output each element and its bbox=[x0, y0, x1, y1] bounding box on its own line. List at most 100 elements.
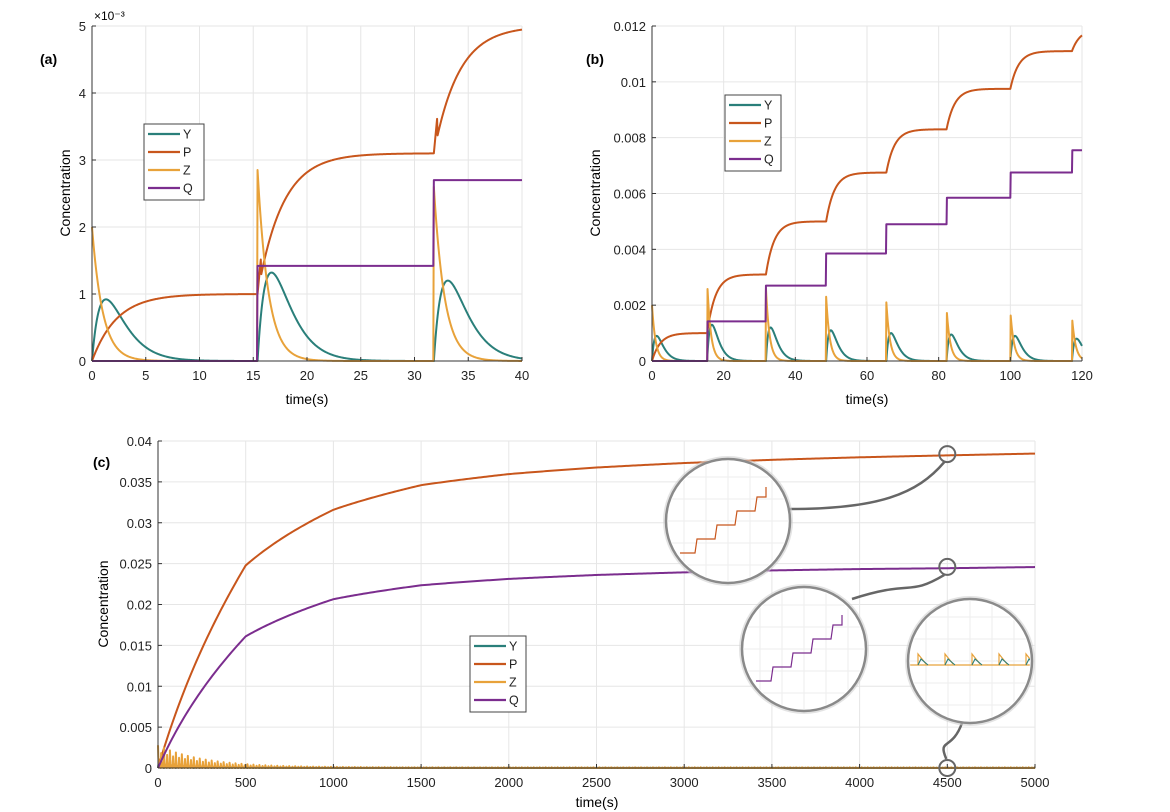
x-tick-label: 2000 bbox=[494, 775, 523, 790]
x-tick-label: 0 bbox=[88, 368, 95, 383]
x-tick-label: 0 bbox=[648, 368, 655, 383]
zoom-lens-content bbox=[910, 601, 1030, 721]
legend-label-Y: Y bbox=[183, 128, 192, 142]
legend-label-Q: Q bbox=[509, 694, 519, 708]
y-tick-label: 1 bbox=[79, 287, 86, 302]
y-tick-label: 0.005 bbox=[119, 720, 152, 735]
panel-c-xlabel: time(s) bbox=[576, 794, 619, 810]
y-tick-label: 0.025 bbox=[119, 557, 152, 572]
x-tick-label: 25 bbox=[354, 368, 368, 383]
x-tick-label: 1000 bbox=[319, 775, 348, 790]
series-line-P bbox=[91, 28, 523, 362]
panel-b-grid bbox=[651, 25, 1083, 362]
y-tick-label: 0.03 bbox=[127, 516, 152, 531]
panel-a-xlabel: time(s) bbox=[286, 391, 329, 407]
zoom-target-ring bbox=[938, 759, 957, 777]
lens-spike-z bbox=[1025, 652, 1030, 665]
x-tick-label: 4500 bbox=[933, 775, 962, 790]
x-tick-label: 15 bbox=[246, 368, 260, 383]
x-tick-label: 2500 bbox=[582, 775, 611, 790]
y-tick-label: 2 bbox=[79, 220, 86, 235]
series-line-P bbox=[651, 34, 1083, 362]
zoom-connector bbox=[789, 461, 946, 511]
zoom-lens-content bbox=[668, 461, 788, 581]
series-line-P bbox=[157, 452, 1036, 769]
zoom-target-ring bbox=[938, 445, 957, 464]
panel-b-xlabel: time(s) bbox=[846, 391, 889, 407]
x-tick-label: 5000 bbox=[1021, 775, 1050, 790]
x-tick-label: 40 bbox=[788, 368, 802, 383]
y-tick-label: 4 bbox=[79, 86, 86, 101]
zoom-connector bbox=[851, 573, 945, 601]
legend-label-Y: Y bbox=[509, 640, 518, 654]
y-tick-label: 0.01 bbox=[621, 75, 646, 90]
panel-a-ylabel: Concentration bbox=[57, 149, 73, 236]
panel-c-ylabel: Concentration bbox=[95, 560, 111, 647]
y-tick-label: 0.015 bbox=[119, 638, 152, 653]
series-line-Q bbox=[157, 566, 1036, 769]
y-tick-label: 0 bbox=[639, 354, 646, 369]
y-tick-label: 0.02 bbox=[127, 598, 152, 613]
x-tick-label: 500 bbox=[235, 775, 257, 790]
panel-c: 0 500 1000 1500 2000 2500 3000 3500 4000 4500 5000… bbox=[93, 434, 1049, 810]
panel-a: 0 5 10 15 20 25 30 35 40 0 1 2 3 4 5 (a) time(s) Conce… bbox=[40, 9, 529, 407]
y-tick-label: 0.006 bbox=[613, 187, 646, 202]
zoom-target-ring bbox=[938, 557, 957, 576]
panel-a-label: (a) bbox=[40, 51, 57, 67]
legend-label-Z: Z bbox=[183, 164, 191, 178]
x-tick-label: 20 bbox=[300, 368, 314, 383]
x-tick-label: 3500 bbox=[757, 775, 786, 790]
panel-a-exponent: ×10⁻³ bbox=[94, 9, 125, 23]
y-tick-label: 5 bbox=[79, 19, 86, 34]
legend-label-P: P bbox=[509, 658, 517, 672]
panel-c-grid bbox=[157, 440, 1036, 769]
x-tick-label: 5 bbox=[142, 368, 149, 383]
panel-c-label: (c) bbox=[93, 454, 110, 470]
panel-b: 0 20 40 60 80 100 120 0 0.002 0.004 0.006 0.008 0.01… bbox=[586, 19, 1093, 407]
y-tick-label: 0.012 bbox=[613, 19, 646, 34]
legend-label-Z: Z bbox=[509, 676, 517, 690]
lens-spike-y bbox=[971, 658, 983, 666]
panel-b-axes: 0 20 40 60 80 100 120 0 0.002 0.004 0.006 0.008 0.01… bbox=[613, 19, 1092, 383]
y-tick-label: 0 bbox=[79, 354, 86, 369]
panel-c-axes: 0 500 1000 1500 2000 2500 3000 3500 4000 4500 5000… bbox=[119, 434, 1049, 790]
legend-label-Z: Z bbox=[764, 135, 772, 149]
y-tick-label: 3 bbox=[79, 153, 86, 168]
zoom-connector bbox=[942, 722, 964, 760]
series-line-Q bbox=[651, 149, 1083, 362]
y-tick-label: 0.035 bbox=[119, 475, 152, 490]
x-tick-label: 100 bbox=[999, 368, 1021, 383]
x-tick-label: 4000 bbox=[845, 775, 874, 790]
panel-a-axes: 0 5 10 15 20 25 30 35 40 0 1 2 3 4 5 bbox=[79, 19, 529, 383]
panel-b-label: (b) bbox=[586, 51, 604, 67]
legend-label-Y: Y bbox=[764, 99, 773, 113]
y-tick-label: 0 bbox=[145, 761, 152, 776]
y-tick-label: 0.04 bbox=[127, 434, 152, 449]
legend-label-Q: Q bbox=[183, 182, 193, 196]
x-tick-label: 80 bbox=[931, 368, 945, 383]
x-tick-label: 35 bbox=[461, 368, 475, 383]
x-tick-label: 120 bbox=[1071, 368, 1093, 383]
x-tick-label: 10 bbox=[192, 368, 206, 383]
y-tick-label: 0.008 bbox=[613, 131, 646, 146]
x-tick-label: 40 bbox=[515, 368, 529, 383]
y-tick-label: 0.002 bbox=[613, 298, 646, 313]
x-tick-label: 3000 bbox=[670, 775, 699, 790]
panel-b-ylabel: Concentration bbox=[587, 149, 603, 236]
lens-spike-y bbox=[998, 658, 1010, 666]
zoom-lens-content bbox=[744, 589, 864, 709]
x-tick-label: 60 bbox=[860, 368, 874, 383]
x-tick-label: 20 bbox=[716, 368, 730, 383]
legend-label-P: P bbox=[764, 117, 772, 131]
x-tick-label: 0 bbox=[154, 775, 161, 790]
panel-c-zoom-insets bbox=[663, 445, 1035, 777]
y-tick-label: 0.004 bbox=[613, 242, 646, 257]
lens-spike-y bbox=[1025, 658, 1030, 666]
x-tick-label: 1500 bbox=[407, 775, 436, 790]
lens-spike-y bbox=[917, 658, 929, 666]
y-tick-label: 0.01 bbox=[127, 679, 152, 694]
x-tick-label: 30 bbox=[407, 368, 421, 383]
series-line-Y bbox=[91, 271, 523, 362]
lens-staircase bbox=[756, 615, 843, 682]
